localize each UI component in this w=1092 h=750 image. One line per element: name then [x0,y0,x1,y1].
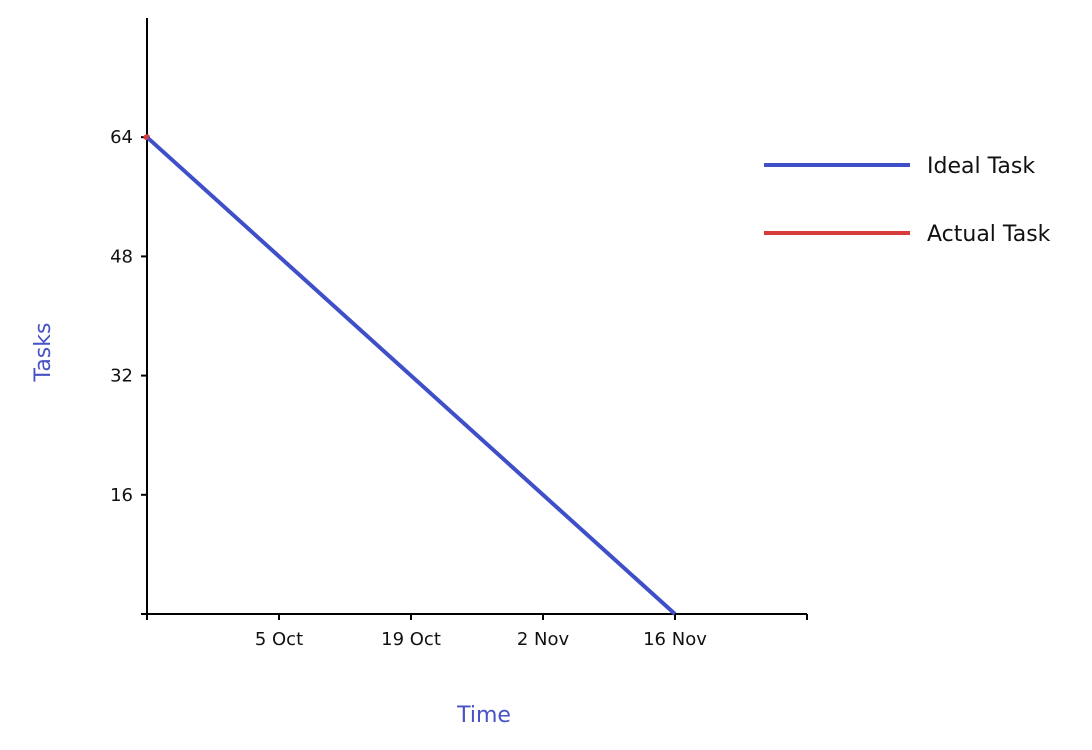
y-tick-label: 64 [110,127,133,148]
y-ticks: 16 32 48 64 [110,127,147,615]
x-tick-label: 19 Oct [381,629,441,650]
x-tick-label: 5 Oct [255,629,303,650]
axes [146,18,807,615]
y-tick-label: 16 [110,485,133,506]
y-axis-title: Tasks [31,323,56,383]
legend-label-ideal-task: Ideal Task [927,154,1035,179]
x-ticks: 5 Oct 19 Oct 2 Nov 16 Nov [146,614,808,650]
x-axis-title: Time [456,703,511,728]
y-tick-label: 48 [110,246,133,267]
series-layer [143,134,677,616]
y-tick-label: 32 [110,366,133,387]
series-point-actual-task [143,134,149,140]
x-tick-label: 16 Nov [643,629,707,650]
x-tick-label: 2 Nov [517,629,570,650]
legend-label-actual-task: Actual Task [927,222,1051,247]
series-line-ideal-task [145,135,677,616]
legend: Ideal Task Actual Task [764,154,1051,247]
